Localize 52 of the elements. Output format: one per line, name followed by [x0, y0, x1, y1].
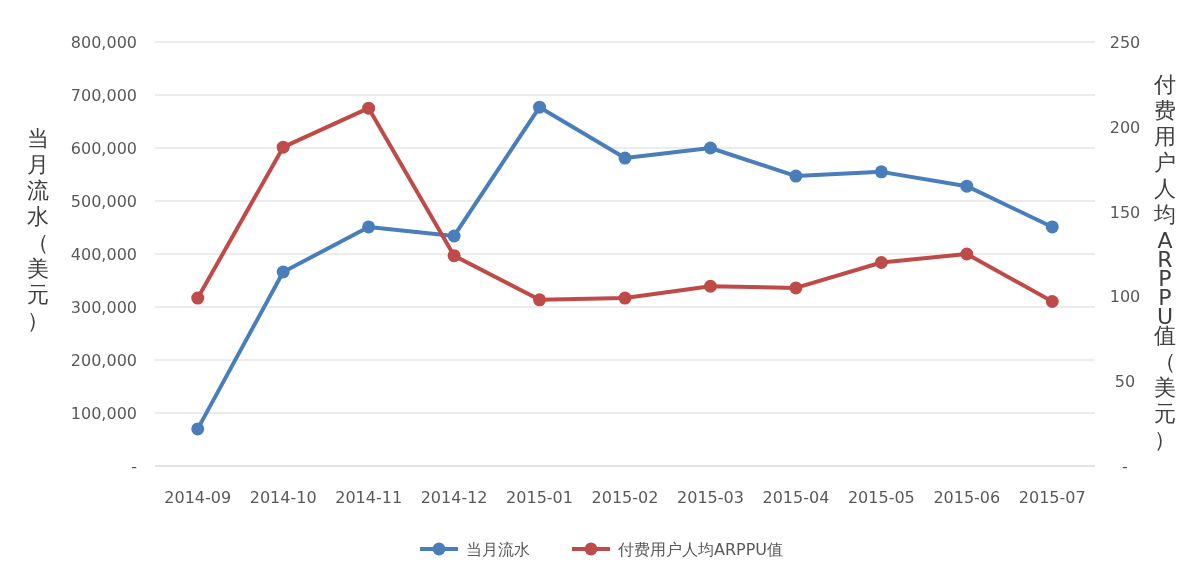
y-tick-label: 100,000 [70, 404, 137, 423]
y-tick-label: 200,000 [70, 351, 137, 370]
point [362, 220, 376, 234]
point [618, 151, 632, 165]
point [789, 281, 803, 295]
x-tick-label: 2015-06 [933, 488, 1001, 507]
y-tick-label: 400,000 [70, 245, 137, 264]
y2-tick-label: 150 [1109, 202, 1141, 222]
y-tick-label: 600,000 [70, 139, 137, 158]
y2-tick-label: 200 [1109, 117, 1141, 137]
y-tick-label: 800,000 [70, 33, 137, 52]
y-axis-title: 当月流水（美元） [27, 126, 49, 333]
point [362, 101, 376, 115]
point [276, 265, 290, 279]
point [276, 140, 290, 154]
x-tick-label: 2015-02 [591, 488, 659, 507]
y2-tick-label: 100 [1109, 287, 1141, 307]
legend-label: 付费用户人均ARPPU值 [617, 540, 784, 559]
point [703, 141, 717, 155]
point [703, 279, 717, 293]
point [191, 291, 205, 305]
x-tick-label: 2015-05 [847, 488, 915, 507]
point [874, 165, 888, 179]
x-tick-label: 2015-03 [677, 488, 744, 507]
x-tick-label: 2014-09 [164, 488, 232, 507]
legend-label: 当月流水 [466, 540, 530, 559]
point [1045, 220, 1059, 234]
x-tick-label: 2015-01 [506, 488, 573, 507]
point [533, 100, 547, 114]
point [447, 249, 461, 263]
x-tick-label: 2014-11 [335, 488, 403, 507]
y-tick-label: 300,000 [70, 298, 137, 317]
point [960, 247, 974, 261]
point [874, 255, 888, 269]
point [618, 291, 632, 305]
point [960, 179, 974, 193]
point [533, 293, 547, 307]
x-tick-label: 2015-07 [1018, 488, 1086, 507]
y2-tick-label: - [1122, 457, 1128, 476]
y-tick-label: 700,000 [70, 86, 137, 105]
x-tick-label: 2014-12 [420, 488, 488, 507]
point [191, 422, 205, 436]
point [447, 229, 461, 243]
x-tick-label: 2015-04 [762, 488, 830, 507]
y2-tick-label: 50 [1114, 372, 1136, 392]
point [1045, 294, 1059, 308]
y2-tick-label: 250 [1109, 33, 1141, 52]
point [789, 169, 803, 183]
y-tick-label: 500,000 [70, 192, 137, 211]
x-tick-label: 2014-10 [249, 488, 317, 507]
y-tick-label: - [131, 457, 137, 476]
text: 付费用户人均ARPPU值（美元） [1154, 71, 1176, 452]
